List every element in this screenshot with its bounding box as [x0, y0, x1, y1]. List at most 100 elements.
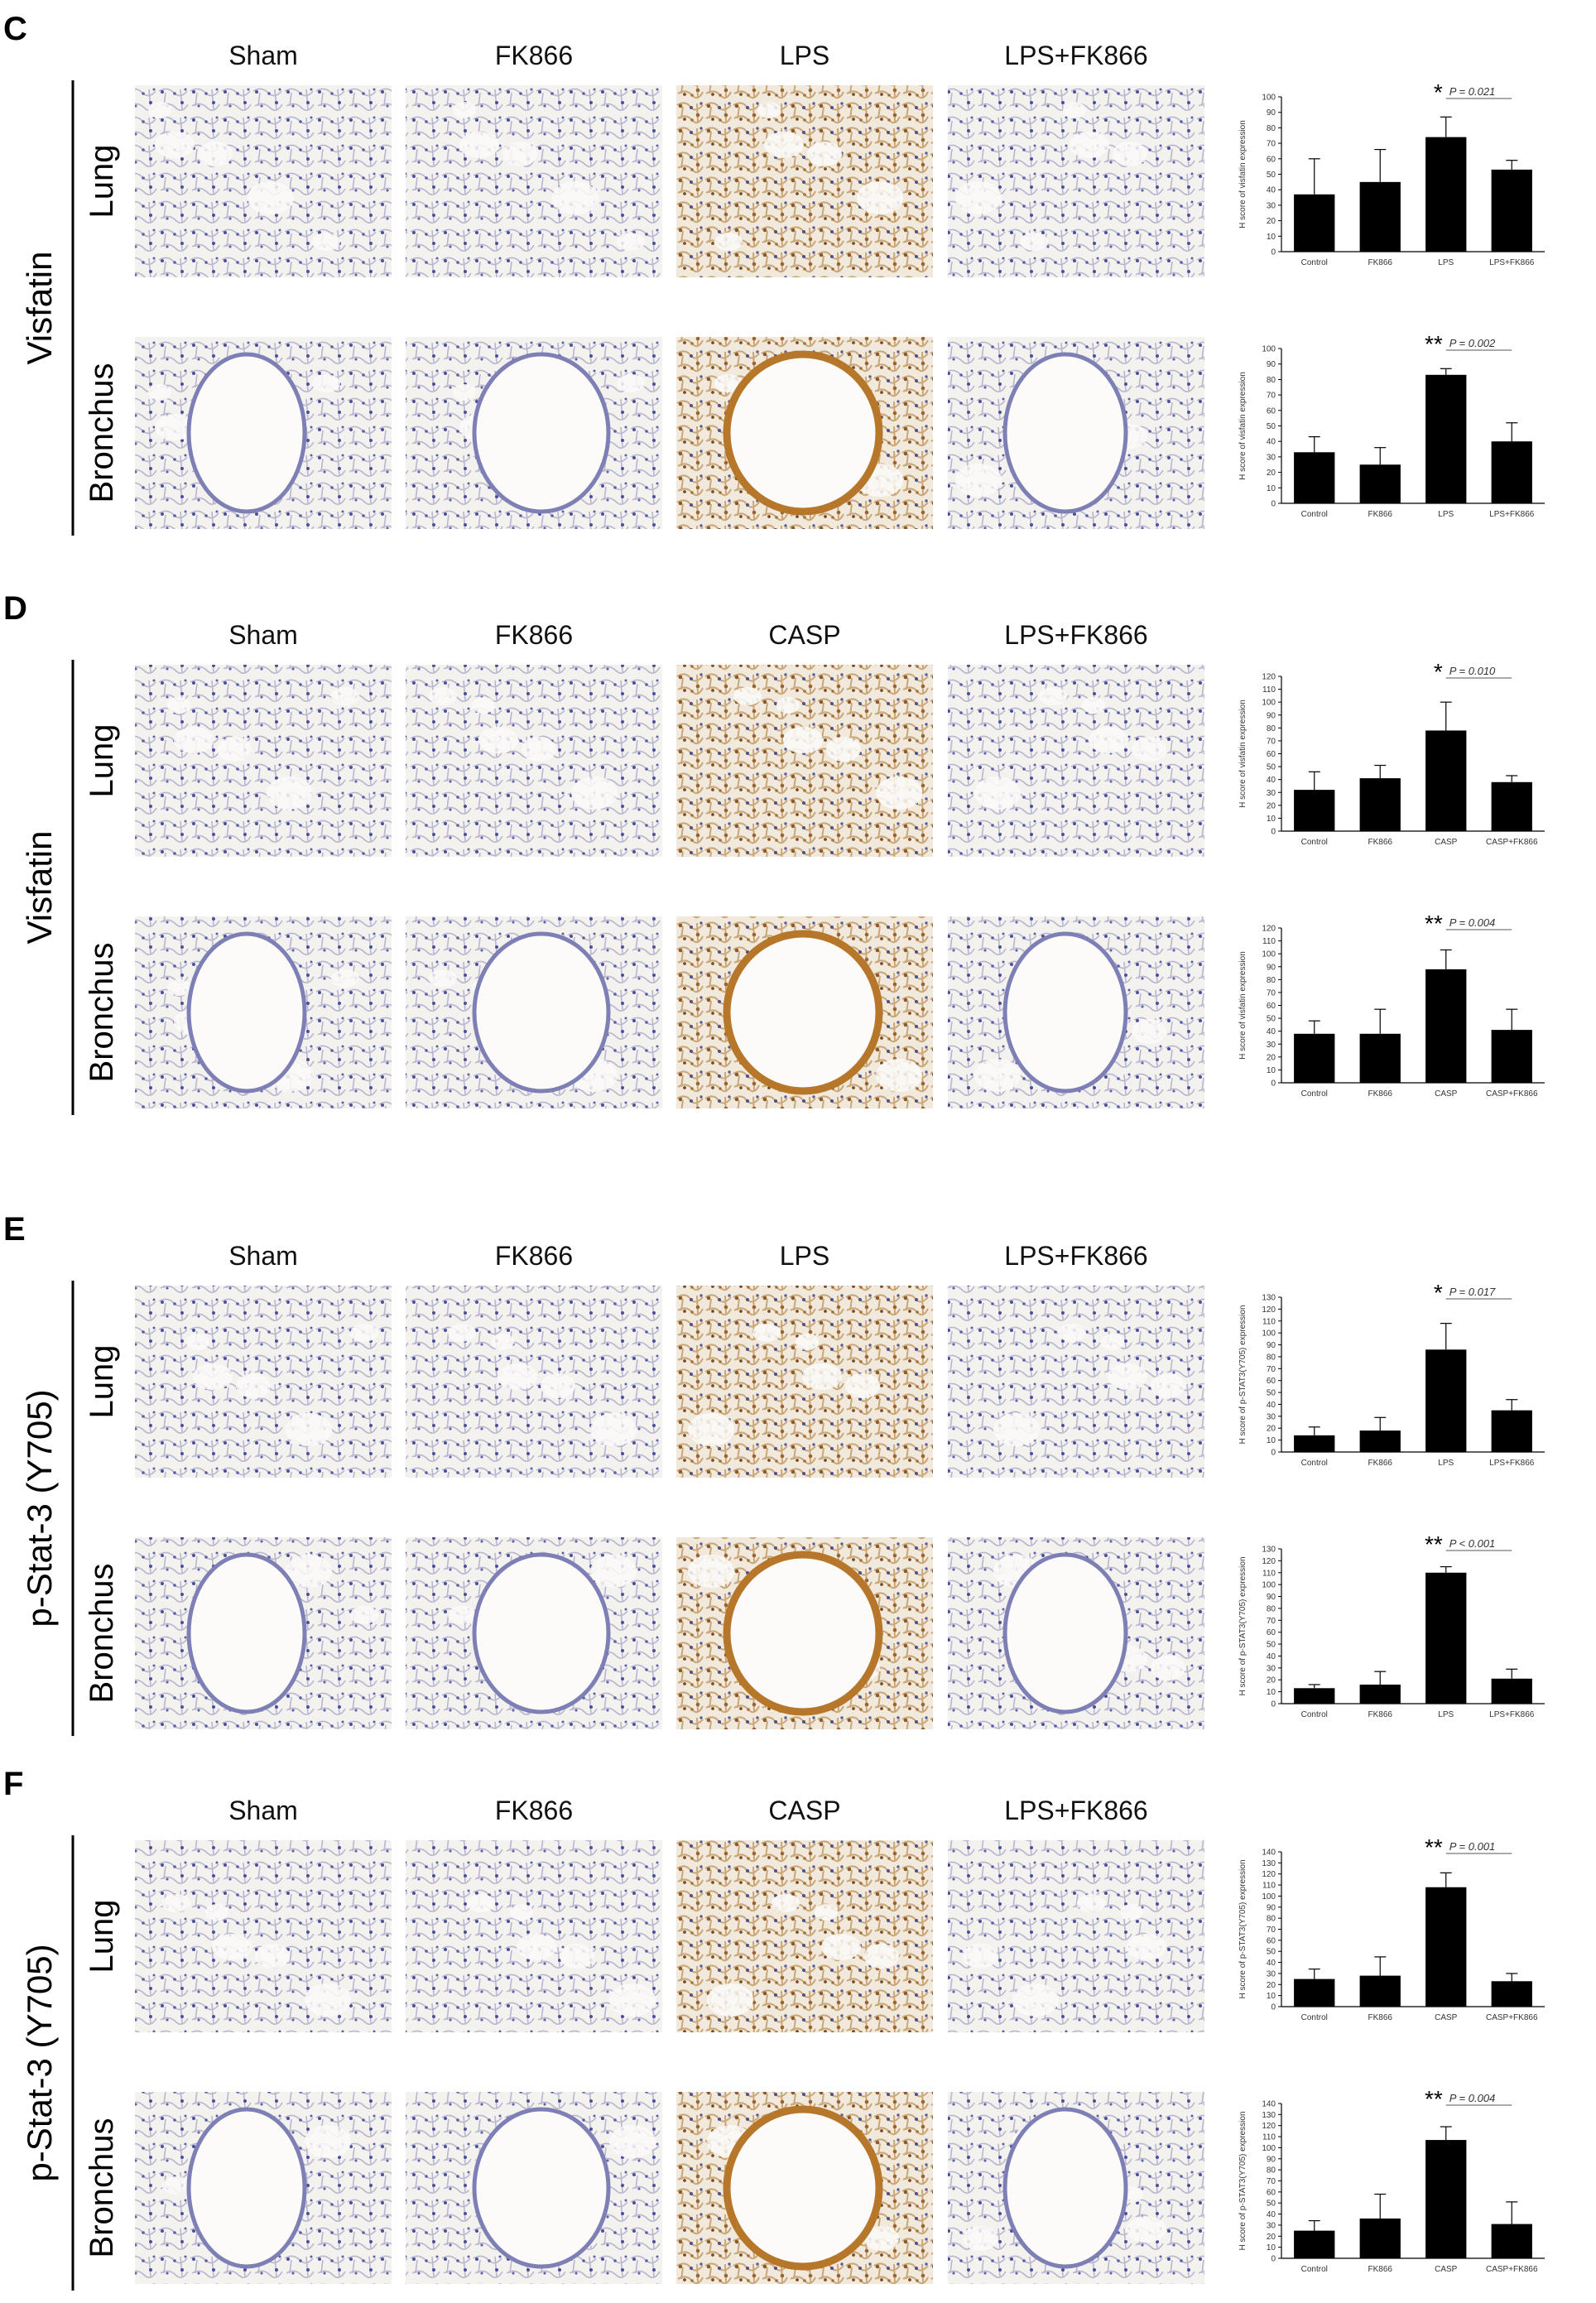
y-tick-label: 70 [1267, 988, 1276, 998]
alveolar-space [783, 727, 823, 753]
error-bar [1308, 1684, 1320, 1689]
error-bar [1308, 771, 1320, 791]
error-bar [1440, 116, 1452, 137]
significance-stars: ** [1425, 331, 1443, 357]
bar [1359, 2218, 1401, 2258]
error-bar [1506, 1399, 1518, 1411]
significance-stars: ** [1425, 911, 1443, 936]
bar [1425, 969, 1467, 1083]
column-header: FK866 [495, 1796, 573, 1825]
bar [1294, 790, 1335, 831]
y-tick-label: 110 [1262, 685, 1276, 695]
significance-stars: ** [1425, 1834, 1443, 1860]
airway [472, 352, 611, 514]
y-tick-label: 50 [1267, 1948, 1276, 1957]
y-tick-label: 70 [1267, 1926, 1276, 1935]
y-tick-label: 10 [1267, 1066, 1276, 1075]
y-tick-label: 140 [1262, 1849, 1276, 1858]
panel-label: C [3, 11, 27, 47]
alveolar-space [1113, 142, 1147, 166]
y-tick-label: 0 [1271, 1700, 1276, 1709]
alveolar-space [429, 687, 457, 705]
row-label: Lung [84, 724, 120, 798]
y-tick-label: 70 [1267, 1617, 1276, 1626]
y-tick-label: 40 [1267, 1401, 1276, 1410]
bar [1359, 1430, 1401, 1452]
bar [1491, 1030, 1532, 1083]
y-tick-label: 40 [1267, 776, 1276, 785]
x-tick-label: LPS+FK866 [1489, 258, 1535, 267]
y-tick-label: 0 [1271, 248, 1276, 257]
bar [1294, 452, 1335, 503]
alveolar-space [772, 1894, 800, 1912]
p-value: P = 0.004 [1449, 916, 1496, 929]
alveolar-space [1082, 697, 1105, 714]
bar [1425, 137, 1467, 252]
x-tick-label: Control [1301, 838, 1328, 847]
significance-stars: * [1434, 1280, 1443, 1305]
y-tick-label: 0 [1271, 2255, 1276, 2264]
error-bar [1308, 1426, 1320, 1435]
y-tick-label: 90 [1267, 963, 1276, 972]
bar [1491, 169, 1532, 252]
y-tick-label: 130 [1262, 1859, 1276, 1868]
alveolar-space [764, 132, 804, 158]
alveolar-space [688, 1555, 734, 1588]
alveolar-space [688, 1413, 734, 1446]
alveolar-space [776, 697, 800, 714]
x-tick-label: CASP [1435, 2265, 1458, 2274]
x-tick-label: FK866 [1368, 838, 1393, 847]
error-bar [1374, 1008, 1387, 1034]
alveolar-space [1132, 1019, 1166, 1044]
alveolar-space [1127, 2216, 1166, 2243]
column-header: LPS+FK866 [1004, 1796, 1147, 1825]
alveolar-space [148, 102, 171, 118]
y-tick-label: 110 [1262, 937, 1276, 946]
alveolar-space [1058, 1324, 1086, 1342]
alveolar-space [331, 969, 359, 988]
column-header: Sham [228, 1796, 298, 1825]
error-bar [1440, 1323, 1452, 1350]
alveolar-space [1070, 132, 1109, 158]
airway [1002, 352, 1128, 514]
y-tick-label: 90 [1267, 360, 1276, 369]
error-bar [1374, 148, 1387, 182]
y-tick-label: 100 [1262, 1892, 1276, 1902]
alveolar-space [286, 1555, 332, 1588]
marker-label: Visfatin [20, 831, 59, 945]
y-tick-label: 30 [1267, 789, 1276, 798]
bar [1359, 181, 1401, 252]
alveolar-space [498, 1363, 537, 1390]
error-bar [1374, 764, 1387, 779]
y-tick-label: 30 [1267, 1412, 1276, 1421]
row-label: Lung [84, 1900, 120, 1974]
alveolar-space [467, 1894, 495, 1912]
alveolar-space [1020, 233, 1048, 251]
row-label: Lung [84, 145, 120, 219]
alveolar-space [305, 2125, 351, 2158]
alveolar-space [448, 1606, 476, 1624]
column-header: LPS+FK866 [1004, 41, 1147, 70]
alveolar-space [510, 1904, 533, 1921]
alveolar-space [609, 1983, 656, 2017]
bar [1294, 1978, 1335, 2007]
x-tick-label: CASP [1435, 838, 1458, 847]
bar [1425, 1572, 1467, 1704]
alveolar-space [155, 132, 195, 158]
y-axis-label: H score of p-STAT3(Y705) expression [1238, 1859, 1247, 1998]
y-tick-label: 100 [1262, 1581, 1276, 1590]
airway [472, 931, 611, 1094]
alveolar-space [807, 142, 842, 166]
x-tick-label: LPS+FK866 [1489, 1710, 1535, 1719]
alveolar-space [974, 776, 1021, 810]
error-bar [1374, 1956, 1387, 1976]
alveolar-space [1120, 1904, 1143, 1921]
y-tick-label: 90 [1267, 1341, 1276, 1350]
alveolar-space [453, 102, 476, 118]
y-tick-label: 110 [1262, 1317, 1276, 1326]
column-header: FK866 [495, 41, 573, 70]
column-header: LPS+FK866 [1004, 1241, 1147, 1271]
error-bar [1506, 2201, 1518, 2224]
y-tick-label: 10 [1267, 1436, 1276, 1445]
